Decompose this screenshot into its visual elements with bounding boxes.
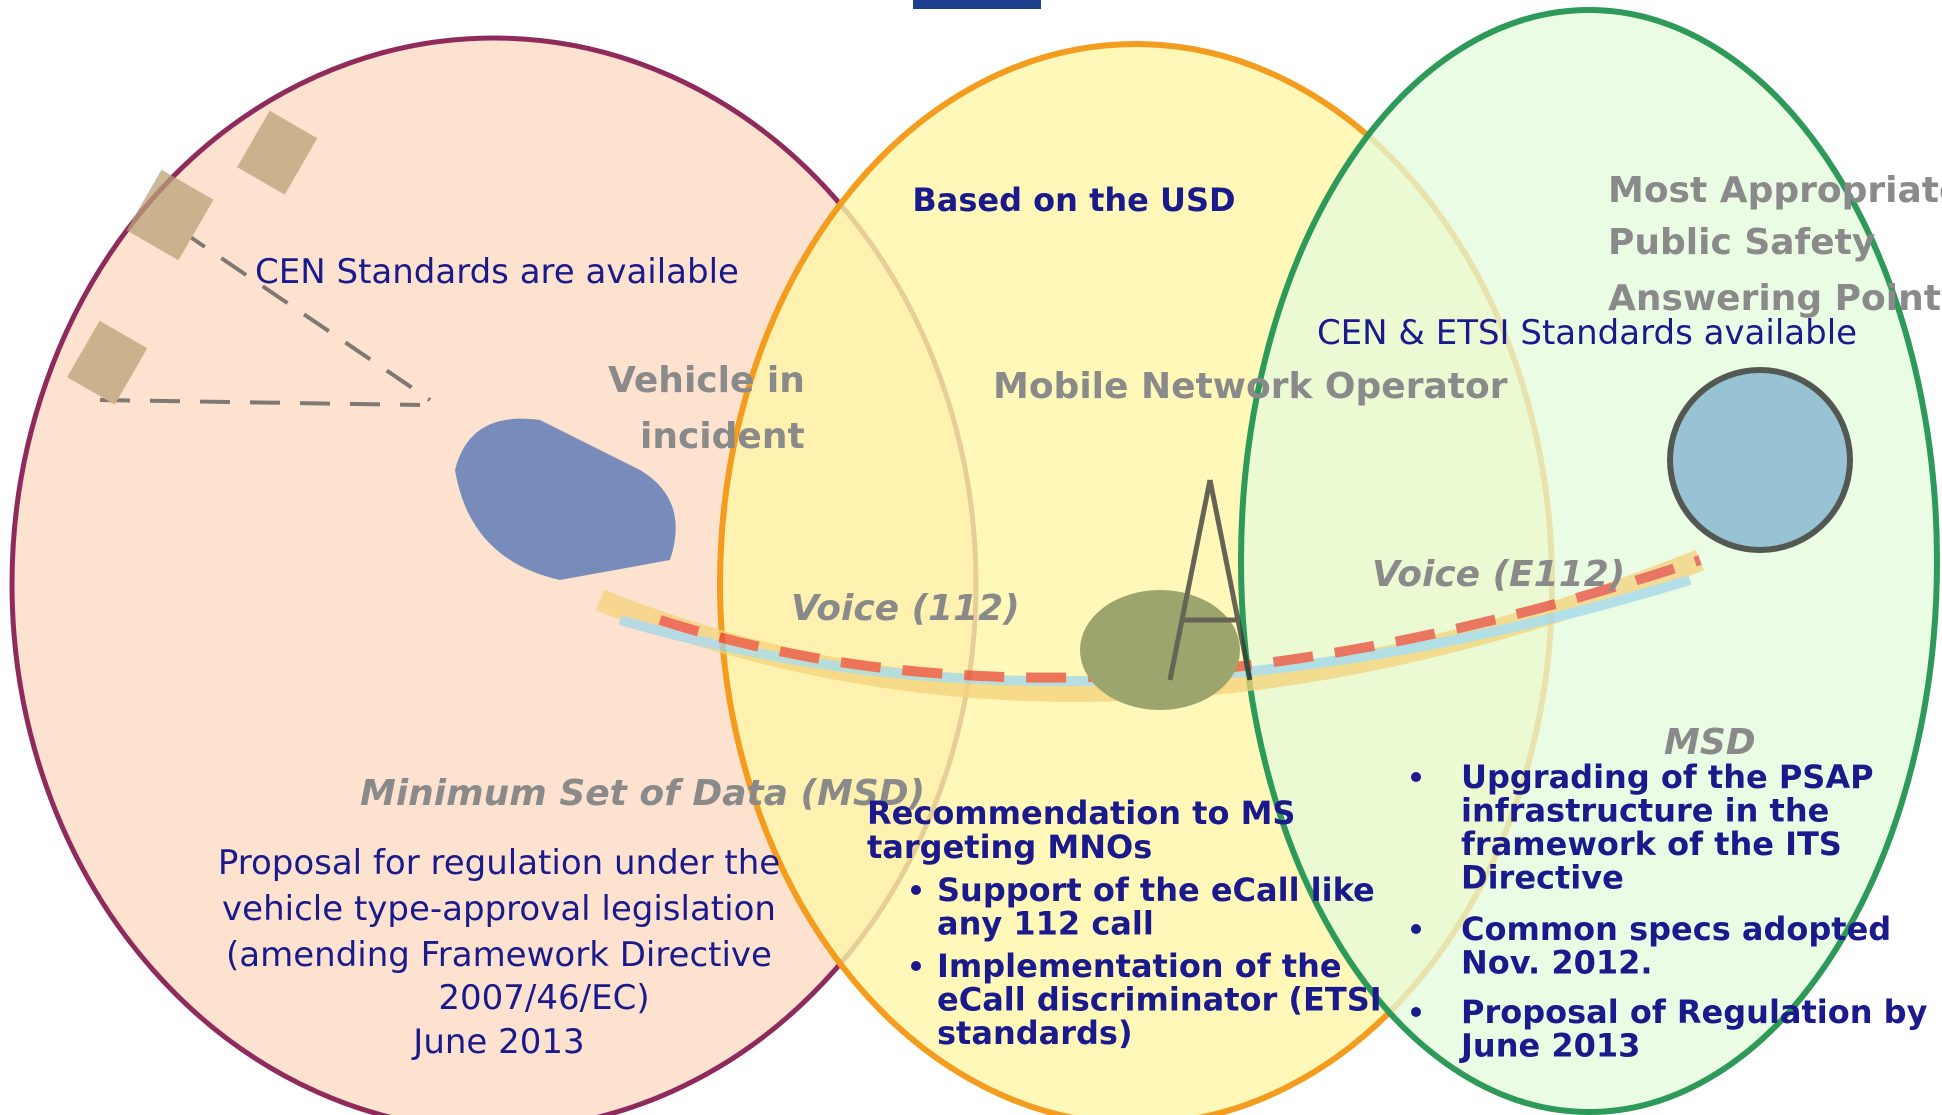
- vehicle-label: Vehicle in: [608, 360, 805, 401]
- body-line: (amending Framework Directive: [226, 935, 772, 975]
- cloud: [1080, 590, 1240, 710]
- bullet-line: infrastructure in the: [1461, 792, 1829, 830]
- body-line: 2007/46/EC): [438, 978, 649, 1018]
- bullet-line: Proposal of Regulation by: [1461, 993, 1928, 1031]
- msd-label: MSD: [1664, 722, 1756, 763]
- bullet-line: Upgrading of the PSAP: [1461, 758, 1874, 796]
- bullet-dot: [1411, 1007, 1421, 1017]
- vehicle-label: incident: [640, 416, 805, 457]
- date: June 2013: [411, 1022, 584, 1062]
- msd-label: Minimum Set of Data (MSD): [360, 773, 925, 814]
- top-bar: [913, 0, 1041, 9]
- bullet-line: standards): [937, 1014, 1133, 1052]
- bullet-line: Common specs adopted: [1461, 910, 1891, 948]
- diagram: Vehicle in incident Mobile Network Opera…: [0, 0, 1942, 1115]
- voice-label: Voice (E112): [1372, 554, 1625, 595]
- voice-label: Voice (112): [791, 588, 1020, 629]
- psap-label: Public Safety: [1608, 222, 1875, 263]
- psap-label: Most Appropriate: [1608, 170, 1942, 211]
- bullet-dot: [911, 885, 921, 895]
- body-line: Proposal for regulation under the: [218, 843, 780, 883]
- bullet-line: framework of the ITS: [1461, 825, 1842, 863]
- bullet-line: Implementation of the: [937, 947, 1342, 985]
- bullet-line: Support of the eCall like: [937, 871, 1375, 909]
- heading: Based on the USD: [912, 181, 1235, 219]
- operator-label: Mobile Network Operator: [993, 366, 1508, 407]
- heading: CEN & ETSI Standards available: [1317, 313, 1857, 353]
- bullet-line: Nov. 2012.: [1461, 944, 1653, 982]
- bullet-dot: [911, 961, 921, 971]
- operator-portrait: [1670, 370, 1850, 550]
- title-line: Recommendation to MS: [867, 794, 1295, 832]
- bullet-line: eCall discriminator (ETSI: [937, 981, 1382, 1019]
- title-line: targeting MNOs: [867, 828, 1152, 866]
- bullet-line: any 112 call: [937, 905, 1154, 943]
- bullet-dot: [1411, 924, 1421, 934]
- bullet-dot: [1411, 772, 1421, 782]
- heading: CEN Standards are available: [255, 252, 739, 292]
- bullet-line: Directive: [1461, 859, 1624, 897]
- bullet-line: June 2013: [1459, 1027, 1640, 1065]
- body-line: vehicle type-approval legislation: [222, 889, 776, 929]
